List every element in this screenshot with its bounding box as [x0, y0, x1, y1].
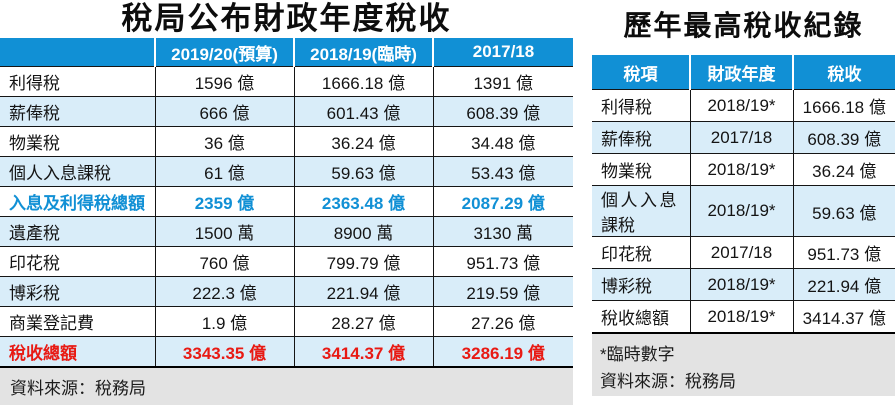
value-cell: 219.59 億 [432, 276, 573, 307]
right-table-header-row: 稅項 財政年度 稅收 [592, 55, 895, 90]
record-high-tax-panel: 歷年最高稅收紀錄 稅項 財政年度 稅收 利得稅 2018/19* 1666.18… [592, 0, 895, 396]
year-cell: 2017/18 [689, 121, 793, 154]
table-row-business-registration: 商業登記費 1.9 億 28.27 億 27.26 億 [0, 306, 573, 337]
table-row-earnings-profits-subtotal: 入息及利得稅總額 2359 億 2363.48 億 2087.29 億 [0, 186, 573, 217]
right-table-title: 歷年最高稅收紀錄 [623, 10, 864, 41]
value-cell: 221.94 億 [293, 276, 433, 307]
tax-label: 商業登記費 [0, 306, 155, 337]
value-cell: 61 億 [154, 156, 294, 187]
table-row-stamp-duty: 印花稅 760 億 799.79 億 951.73 億 [0, 246, 573, 277]
value-cell: 222.3 億 [154, 276, 294, 307]
value-cell: 760 億 [154, 246, 294, 277]
value-cell: 221.94 億 [792, 268, 895, 301]
year-cell: 2018/19* [689, 185, 793, 237]
record-row-profits-tax: 利得稅 2018/19* 1666.18 億 [592, 89, 895, 122]
tax-label: 物業稅 [0, 126, 155, 157]
tax-label: 個人入息課稅 [592, 185, 690, 237]
header-cell-fiscal-year: 財政年度 [689, 55, 793, 90]
fiscal-year-tax-panel: 稅局公布財政年度稅收 2019/20(預算) 2018/19(臨時) 2017/… [0, 1, 573, 405]
value-cell: 3414.37 億 [293, 336, 433, 366]
value-cell: 36 億 [154, 126, 294, 157]
header-cell-2018-19: 2018/19(臨時) [293, 38, 433, 67]
value-cell: 3286.19 億 [432, 336, 573, 366]
tax-label: 薪俸稅 [0, 96, 155, 127]
record-high-tax-table: 稅項 財政年度 稅收 利得稅 2018/19* 1666.18 億 薪俸稅 20… [592, 55, 895, 332]
provisional-figures-footnote: *臨時數字 [600, 345, 675, 364]
tax-label: 利得稅 [0, 66, 155, 97]
record-row-salaries-tax: 薪俸稅 2017/18 608.39 億 [592, 121, 895, 154]
table-row-betting-duty: 博彩稅 222.3 億 221.94 億 219.59 億 [0, 276, 573, 307]
value-cell: 1391 億 [432, 66, 573, 97]
table-row-total-revenue: 稅收總額 3343.35 億 3414.37 億 3286.19 億 [0, 336, 573, 366]
value-cell: 59.63 億 [293, 156, 433, 187]
value-cell: 36.24 億 [293, 126, 433, 157]
value-cell: 1500 萬 [154, 216, 294, 247]
value-cell: 666 億 [154, 96, 294, 127]
tax-label: 利得稅 [592, 89, 690, 122]
year-cell: 2018/19* [689, 153, 793, 186]
year-cell: 2018/19* [689, 268, 793, 301]
value-cell: 951.73 億 [432, 246, 573, 277]
value-cell: 34.48 億 [432, 126, 573, 157]
tax-label: 稅收總額 [592, 300, 690, 332]
table-row-property-tax: 物業稅 36 億 36.24 億 34.48 億 [0, 126, 573, 157]
fiscal-year-tax-table: 2019/20(預算) 2018/19(臨時) 2017/18 利得稅 1596… [0, 38, 573, 366]
tax-label: 印花稅 [592, 236, 690, 269]
tax-label: 薪俸稅 [592, 121, 690, 154]
table-row-profits-tax: 利得稅 1596 億 1666.18 億 1391 億 [0, 66, 573, 97]
value-cell: 8900 萬 [293, 216, 433, 247]
table-row-personal-assessment: 個人入息課稅 61 億 59.63 億 53.43 億 [0, 156, 573, 187]
header-cell-tax-item: 稅項 [592, 55, 690, 90]
left-table-header-row: 2019/20(預算) 2018/19(臨時) 2017/18 [0, 38, 573, 67]
record-row-property-tax: 物業稅 2018/19* 36.24 億 [592, 153, 895, 186]
header-cell-2019-20: 2019/20(預算) [154, 38, 294, 67]
value-cell: 3414.37 億 [792, 300, 895, 332]
table-row-estate-duty: 遺產稅 1500 萬 8900 萬 3130 萬 [0, 216, 573, 247]
value-cell: 601.43 億 [293, 96, 433, 127]
value-cell: 3343.35 億 [154, 336, 294, 366]
value-cell: 36.24 億 [792, 153, 895, 186]
header-cell-blank [0, 38, 155, 67]
right-footer-notes: *臨時數字 資料來源：稅務局 [592, 332, 895, 396]
header-cell-revenue: 稅收 [792, 55, 895, 90]
value-cell: 608.39 億 [792, 121, 895, 154]
value-cell: 27.26 億 [432, 306, 573, 337]
value-cell: 3130 萬 [432, 216, 573, 247]
tax-label: 入息及利得稅總額 [0, 186, 155, 217]
tax-label: 博彩稅 [592, 268, 690, 301]
value-cell: 28.27 億 [293, 306, 433, 337]
year-cell: 2018/19* [689, 300, 793, 332]
value-cell: 1596 億 [154, 66, 294, 97]
record-row-personal-assessment: 個人入息課稅 2018/19* 59.63 億 [592, 185, 895, 237]
value-cell: 799.79 億 [293, 246, 433, 277]
tax-label: 物業稅 [592, 153, 690, 186]
value-cell: 2087.29 億 [432, 186, 573, 217]
tax-label: 遺產稅 [0, 216, 155, 247]
value-cell: 1666.18 億 [293, 66, 433, 97]
value-cell: 2363.48 億 [293, 186, 433, 217]
value-cell: 1666.18 億 [792, 89, 895, 122]
value-cell: 2359 億 [154, 186, 294, 217]
year-cell: 2017/18 [689, 236, 793, 269]
tax-label: 博彩稅 [0, 276, 155, 307]
record-row-stamp-duty: 印花稅 2017/18 951.73 億 [592, 236, 895, 269]
year-cell: 2018/19* [689, 89, 793, 122]
tax-label: 個人入息課稅 [0, 156, 155, 187]
value-cell: 608.39 億 [432, 96, 573, 127]
header-cell-2017-18: 2017/18 [432, 38, 573, 67]
value-cell: 951.73 億 [792, 236, 895, 269]
tax-label: 稅收總額 [0, 336, 155, 366]
tax-label: 印花稅 [0, 246, 155, 277]
value-cell: 53.43 億 [432, 156, 573, 187]
right-source-note: 資料來源：稅務局 [600, 372, 736, 391]
left-table-title: 稅局公布財政年度稅收 [121, 1, 452, 36]
value-cell: 59.63 億 [792, 185, 895, 237]
table-row-salaries-tax: 薪俸稅 666 億 601.43 億 608.39 億 [0, 96, 573, 127]
value-cell: 1.9 億 [154, 306, 294, 337]
record-row-total-revenue: 稅收總額 2018/19* 3414.37 億 [592, 300, 895, 332]
left-source-note: 資料來源：稅務局 [0, 366, 573, 405]
record-row-betting-duty: 博彩稅 2018/19* 221.94 億 [592, 268, 895, 301]
